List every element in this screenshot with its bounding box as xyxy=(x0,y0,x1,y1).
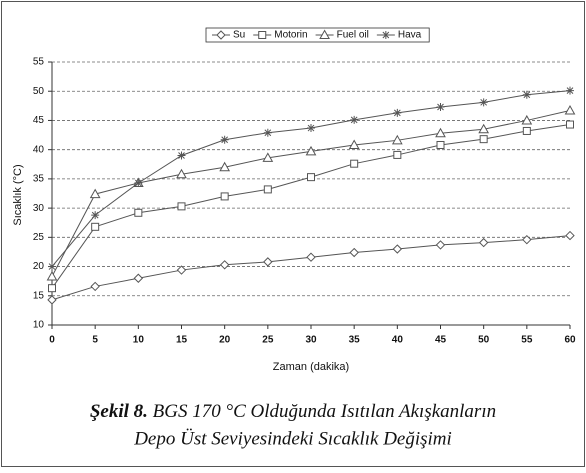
marker xyxy=(176,265,187,275)
marker xyxy=(479,98,488,107)
y-tick-label: 10 xyxy=(33,320,45,331)
legend-label: Hava xyxy=(398,30,422,41)
marker xyxy=(566,120,574,129)
marker xyxy=(522,126,531,135)
marker xyxy=(219,161,231,172)
caption-line1: Şekil 8. BGS 170 °C Olduğunda Isıtılan A… xyxy=(90,401,496,422)
y-tick-label: 50 xyxy=(33,86,45,97)
legend: Su Motorin Fuel oil Hava xyxy=(205,27,430,43)
y-tick-label: 55 xyxy=(33,57,45,68)
x-tick-label: 45 xyxy=(435,335,447,346)
marker xyxy=(392,244,403,254)
marker xyxy=(350,115,359,124)
y-tick-label: 45 xyxy=(33,115,45,126)
x-tick-label: 50 xyxy=(478,335,490,346)
marker xyxy=(219,260,230,270)
y-tick-label: 15 xyxy=(33,290,45,301)
legend-label: Su xyxy=(233,30,245,41)
marker xyxy=(478,237,489,248)
x-tick-label: 20 xyxy=(219,335,231,346)
x-tick-label: 60 xyxy=(564,335,576,346)
marker xyxy=(89,188,101,199)
x-tick-label: 30 xyxy=(305,335,317,346)
marker xyxy=(435,127,446,138)
marker xyxy=(479,135,488,144)
y-tick-label: 35 xyxy=(33,174,45,185)
marker xyxy=(522,234,532,245)
marker xyxy=(91,222,100,231)
x-tick-label: 35 xyxy=(349,335,361,346)
x-tick-label: 0 xyxy=(49,335,55,346)
x-tick-label: 15 xyxy=(176,335,188,346)
legend-marker xyxy=(381,31,390,39)
marker xyxy=(220,192,229,201)
y-tick-label: 25 xyxy=(33,232,45,243)
legend-label: Motorin xyxy=(274,30,307,41)
legend-marker xyxy=(216,30,226,40)
marker xyxy=(177,151,186,160)
y-tick-label: 30 xyxy=(33,203,45,214)
marker xyxy=(47,295,57,305)
legend-box xyxy=(205,27,430,43)
caption-line2: Depo Üst Seviyesindeki Sıcaklık Değişimi xyxy=(133,428,452,449)
marker xyxy=(134,208,143,217)
marker xyxy=(350,159,359,168)
marker xyxy=(176,168,187,179)
marker xyxy=(305,145,317,156)
legend-marker xyxy=(319,29,330,39)
marker xyxy=(436,140,445,149)
marker xyxy=(48,262,56,271)
marker xyxy=(263,185,272,194)
x-tick-label: 55 xyxy=(521,335,533,346)
marker xyxy=(435,240,446,250)
marker xyxy=(46,270,58,281)
marker xyxy=(521,114,533,125)
marker xyxy=(565,230,575,241)
x-tick-label: 40 xyxy=(392,335,404,346)
marker xyxy=(393,108,402,117)
marker xyxy=(220,135,229,144)
marker xyxy=(349,247,359,258)
marker xyxy=(391,134,403,145)
y-axis-title: Sıcaklık (°C) xyxy=(12,164,24,225)
marker xyxy=(566,86,574,95)
marker xyxy=(263,128,272,137)
marker xyxy=(478,123,490,134)
x-tick-label: 25 xyxy=(262,335,274,346)
y-tick-label: 40 xyxy=(33,144,45,155)
marker xyxy=(48,284,56,293)
marker xyxy=(307,173,315,182)
marker xyxy=(348,139,360,149)
marker xyxy=(262,152,274,162)
marker xyxy=(436,103,445,112)
caption-label: Şekil 8. xyxy=(90,401,148,422)
x-tick-label: 10 xyxy=(133,335,145,346)
marker xyxy=(263,257,273,267)
y-tick-label: 20 xyxy=(33,261,45,272)
marker xyxy=(306,252,316,262)
marker xyxy=(307,124,315,133)
marker xyxy=(177,202,186,211)
marker xyxy=(133,273,144,283)
marker xyxy=(564,104,576,115)
marker xyxy=(134,178,143,187)
marker xyxy=(91,211,100,220)
marker xyxy=(90,281,100,292)
legend-label: Fuel oil xyxy=(337,30,369,41)
legend-marker xyxy=(258,31,267,39)
caption-text: BGS 170 °C Olduğunda Isıtılan Akışkanlar… xyxy=(153,401,496,422)
marker xyxy=(522,90,531,99)
marker xyxy=(393,150,402,159)
x-tick-label: 5 xyxy=(92,335,98,346)
x-axis-title: Zaman (dakika) xyxy=(273,361,349,373)
